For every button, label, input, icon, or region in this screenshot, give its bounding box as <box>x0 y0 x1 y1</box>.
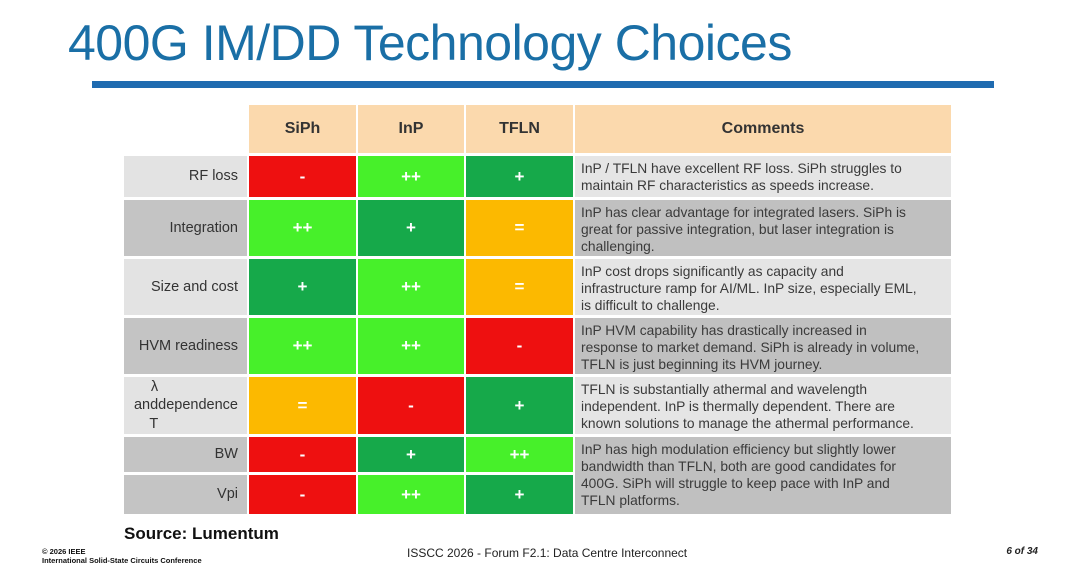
rating-cell: ++ <box>358 156 464 197</box>
rating-cell: + <box>358 200 464 256</box>
comment-line: response to market demand. SiPh is alrea… <box>581 340 920 355</box>
comment-line: TFLN is substantially athermal and wavel… <box>581 382 868 397</box>
comment-line: bandwidth than TFLN, both are good candi… <box>581 459 896 474</box>
comment-cell: InP cost drops significantly as capacity… <box>575 259 951 315</box>
comment-line: InP has high modulation efficiency but s… <box>581 442 896 457</box>
comment-line: challenging. <box>581 239 655 254</box>
header-tfln: TFLN <box>466 105 573 153</box>
page-number: 6 of 34 <box>1006 546 1038 557</box>
comment-line: TFLN is just beginning its HVM journey. <box>581 357 823 372</box>
row-label: RF loss <box>124 156 247 197</box>
rating-cell: - <box>249 156 356 197</box>
rating-cell: + <box>466 475 573 514</box>
row-label: Size and cost <box>124 259 247 315</box>
header-siph: SiPh <box>249 105 356 153</box>
comment-line: 400G. SiPh will struggle to keep pace wi… <box>581 476 890 491</box>
comment-line: InP HVM capability has drastically incre… <box>581 323 867 338</box>
rating-cell: + <box>466 156 573 197</box>
rating-cell: + <box>358 437 464 472</box>
comment-line: great for passive integration, but laser… <box>581 222 894 237</box>
row-label: Vpi <box>124 475 247 514</box>
rating-cell: - <box>466 318 573 374</box>
comment-line: independent. InP is thermally dependent.… <box>581 399 895 414</box>
row-label: Integration <box>124 200 247 256</box>
rating-cell: ++ <box>466 437 573 472</box>
row-label: HVM readiness <box>124 318 247 374</box>
comment-cell: InP / TFLN have excellent RF loss. SiPh … <box>575 156 951 197</box>
rating-cell: = <box>466 200 573 256</box>
rating-cell: ++ <box>358 318 464 374</box>
comment-cell: InP HVM capability has drastically incre… <box>575 318 951 374</box>
comment-line: is difficult to challenge. <box>581 298 720 313</box>
header-inp: InP <box>358 105 464 153</box>
comment-line: InP / TFLN have excellent RF loss. SiPh … <box>581 161 902 176</box>
footer-copyright: © 2026 IEEE <box>42 547 86 556</box>
rating-cell: + <box>249 259 356 315</box>
rating-cell: ++ <box>358 259 464 315</box>
comment-line: infrastructure ramp for AI/ML. InP size,… <box>581 281 917 296</box>
rating-cell: ++ <box>249 200 356 256</box>
comment-line: known solutions to manage the athermal p… <box>581 416 914 431</box>
comment-line: InP cost drops significantly as capacity… <box>581 264 844 279</box>
header-comments: Comments <box>575 105 951 153</box>
title-underline <box>92 81 994 88</box>
row-label-line: dependence <box>158 397 238 414</box>
comment-cell: TFLN is substantially athermal and wavel… <box>575 377 951 434</box>
footer-center: ISSCC 2026 - Forum F2.1: Data Centre Int… <box>407 546 688 560</box>
footer-left: © 2026 IEEE International Solid-State Ci… <box>42 547 202 565</box>
rating-cell: + <box>466 377 573 434</box>
comment-cell-merged: InP has high modulation efficiency but s… <box>575 437 951 514</box>
rating-cell: ++ <box>249 318 356 374</box>
rating-cell: - <box>358 377 464 434</box>
rating-cell: = <box>466 259 573 315</box>
rating-cell: - <box>249 437 356 472</box>
rating-cell: ++ <box>358 475 464 514</box>
rating-cell: = <box>249 377 356 434</box>
footer-conference: International Solid-State Circuits Confe… <box>42 556 202 565</box>
comment-line: InP has clear advantage for integrated l… <box>581 205 906 220</box>
source-note: Source: Lumentum <box>124 524 279 543</box>
comment-line: TFLN platforms. <box>581 493 680 508</box>
comment-line: maintain RF characteristics as speeds in… <box>581 178 874 193</box>
slide-title: 400G IM/DD Technology Choices <box>68 15 792 71</box>
comment-cell: InP has clear advantage for integrated l… <box>575 200 951 256</box>
row-label-line: λ and T <box>133 379 159 432</box>
row-label: BW <box>124 437 247 472</box>
rating-cell: - <box>249 475 356 514</box>
comparison-table: SiPh InP TFLN Comments RF loss - ++ + InP / TFLN… <box>124 105 952 515</box>
